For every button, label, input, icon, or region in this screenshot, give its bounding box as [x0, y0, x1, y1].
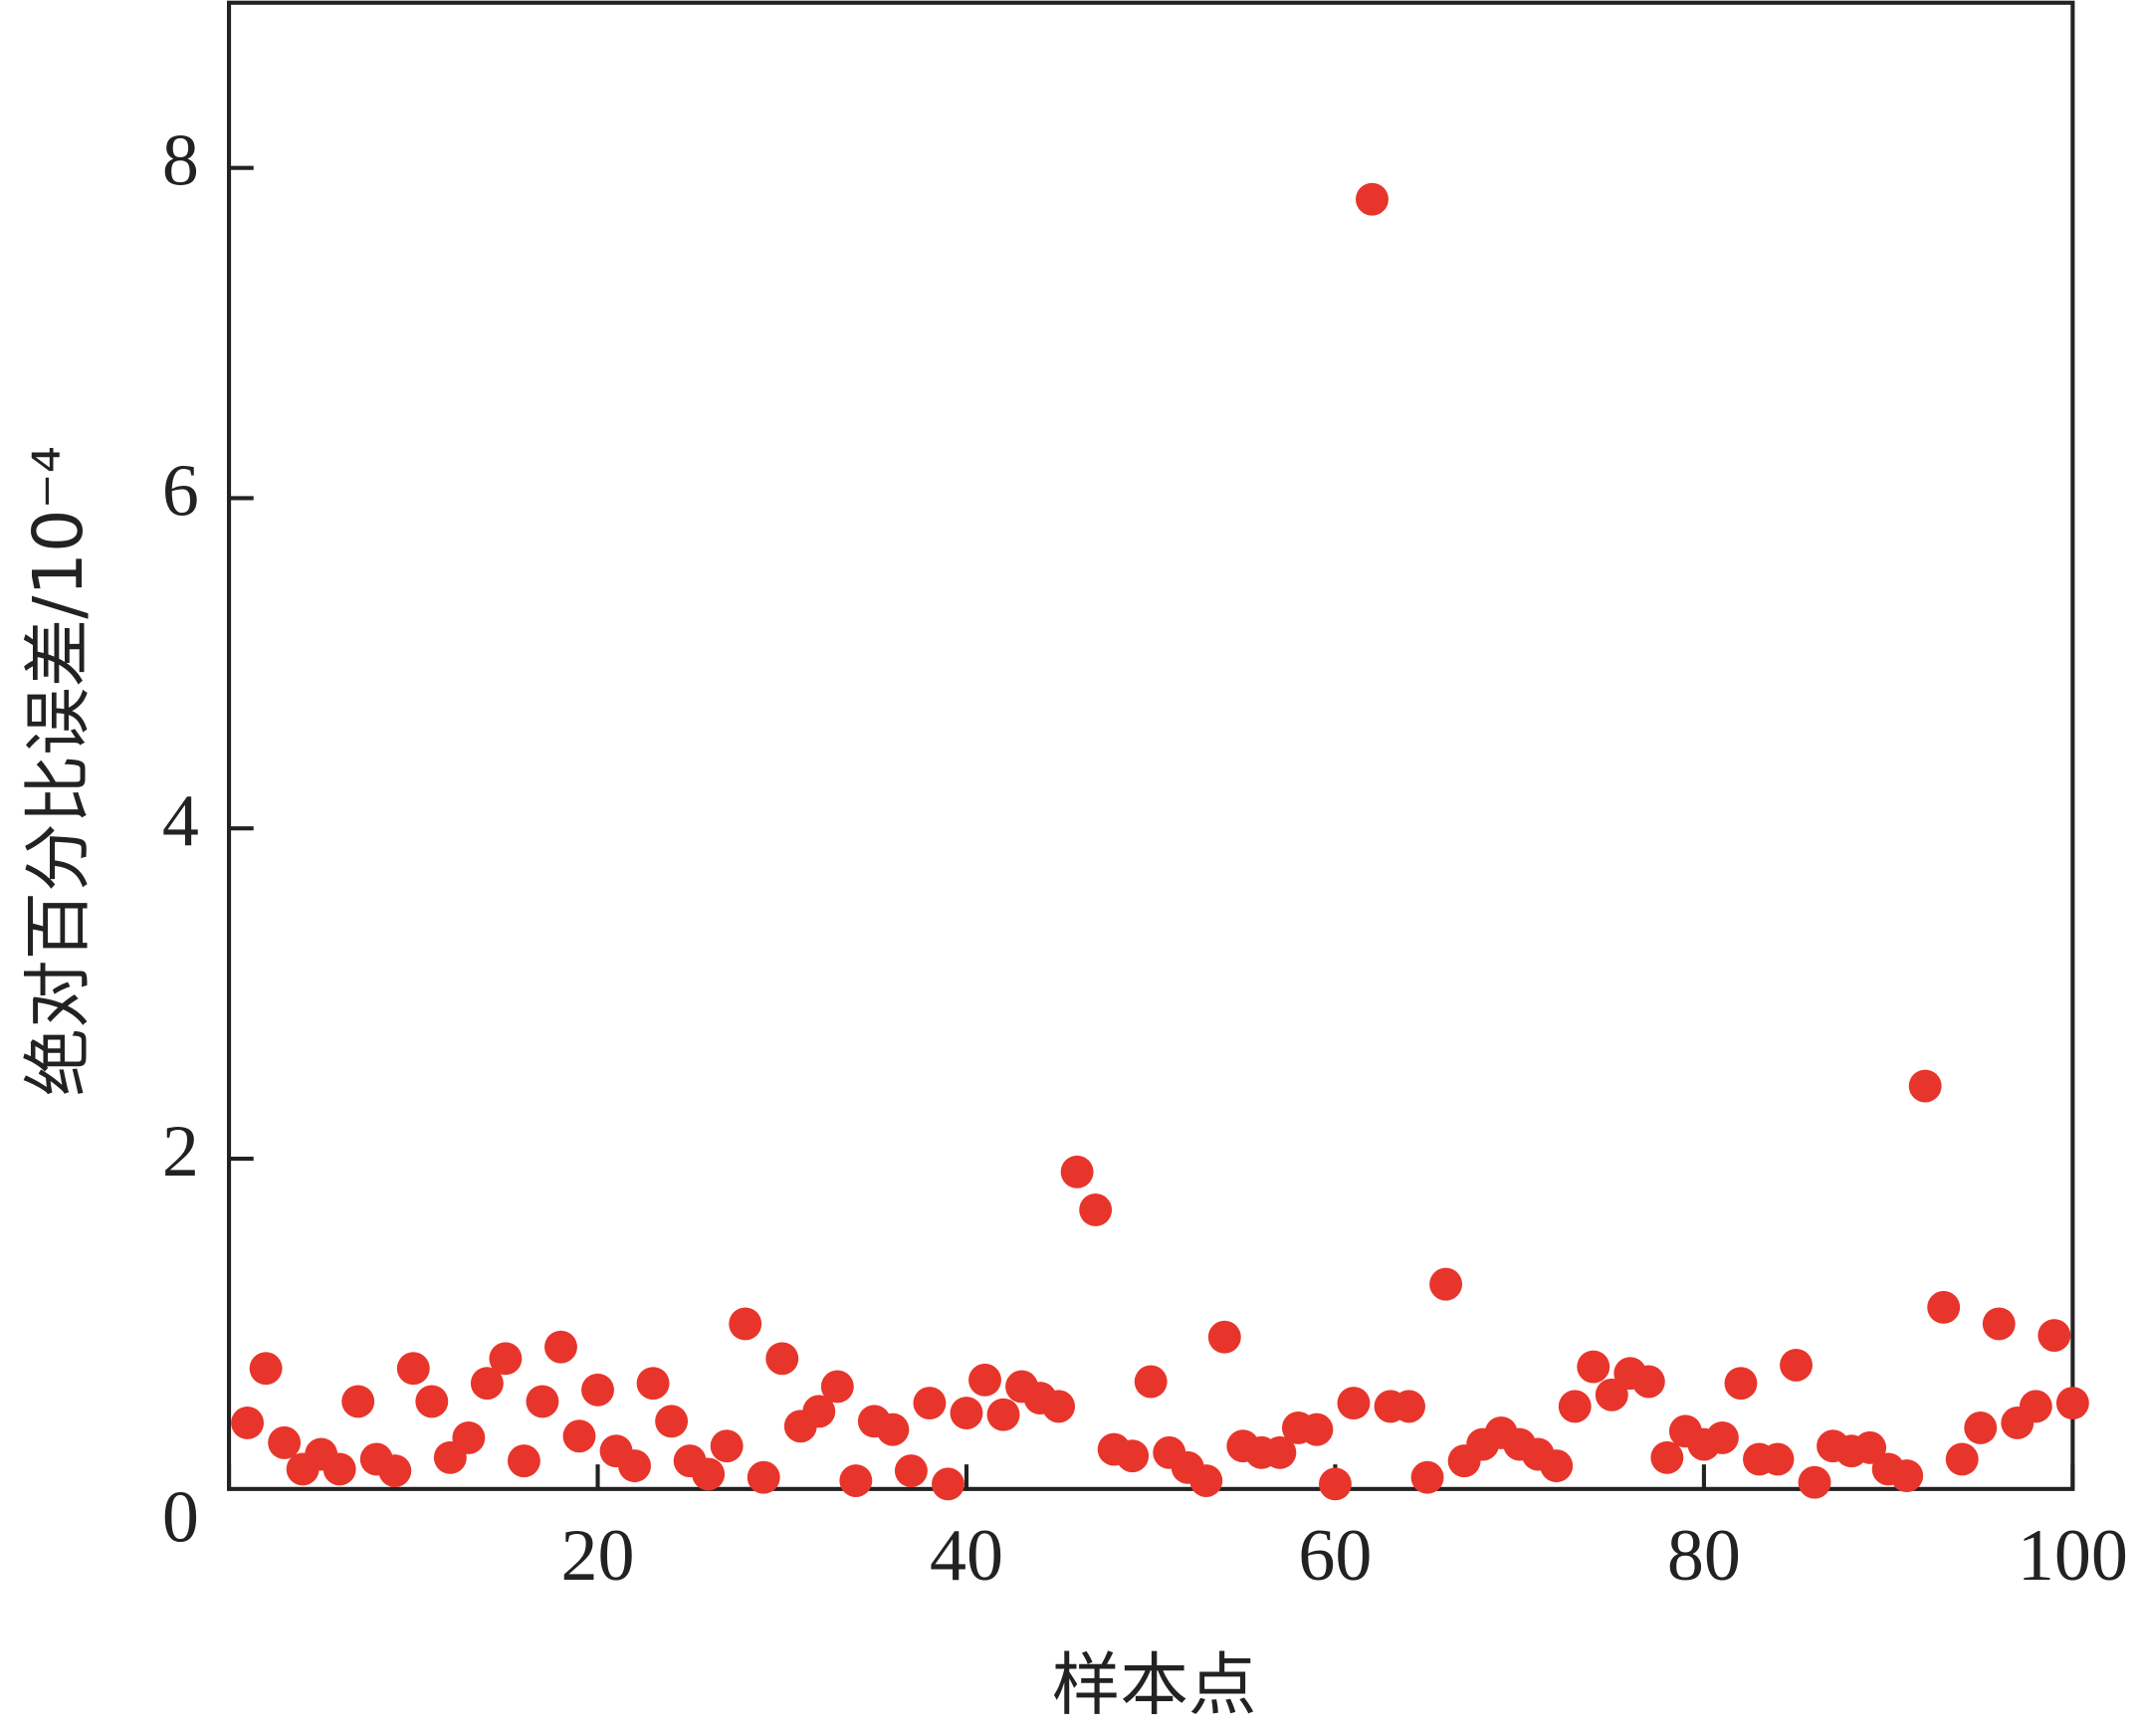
- point: [618, 1449, 652, 1483]
- point: [1079, 1194, 1113, 1226]
- point: [729, 1307, 762, 1341]
- point: [1392, 1390, 1425, 1423]
- x-tick-label: 0: [162, 1476, 199, 1558]
- x-tick-label: 60: [1298, 1515, 1372, 1597]
- point: [470, 1367, 504, 1401]
- point: [932, 1467, 964, 1501]
- point: [1300, 1412, 1334, 1446]
- point: [268, 1425, 302, 1459]
- point: [1945, 1442, 1979, 1476]
- point: [507, 1444, 540, 1478]
- point: [378, 1454, 412, 1488]
- plot-frame: [226, 0, 2075, 1491]
- point: [1318, 1467, 1352, 1501]
- point: [1908, 1069, 1942, 1103]
- point: [1705, 1420, 1739, 1454]
- point: [1780, 1348, 1813, 1382]
- point: [1558, 1390, 1592, 1423]
- x-tick-label: 80: [1667, 1515, 1741, 1597]
- point: [1982, 1307, 2016, 1341]
- point: [1410, 1460, 1444, 1494]
- point: [710, 1429, 744, 1463]
- point: [839, 1464, 873, 1497]
- point: [2037, 1319, 2071, 1353]
- point: [581, 1373, 614, 1407]
- point: [1429, 1267, 1463, 1301]
- point: [1595, 1378, 1628, 1411]
- point: [1060, 1155, 1094, 1189]
- point: [1853, 1430, 1887, 1464]
- point: [1356, 182, 1389, 216]
- point: [2019, 1390, 2052, 1423]
- y-tick-label: 6: [162, 450, 199, 532]
- point: [1890, 1459, 1924, 1493]
- point: [692, 1457, 726, 1491]
- point: [1927, 1290, 1961, 1324]
- point: [396, 1352, 430, 1386]
- x-axis-label: 样本点: [1052, 1645, 1257, 1725]
- point: [415, 1385, 449, 1418]
- point: [231, 1407, 265, 1439]
- point: [1964, 1411, 1998, 1444]
- x-tick-label: 40: [930, 1515, 1003, 1597]
- point: [489, 1342, 523, 1376]
- point: [1577, 1350, 1610, 1384]
- point: [876, 1412, 910, 1446]
- point: [1724, 1367, 1758, 1401]
- point: [544, 1330, 577, 1364]
- point: [820, 1370, 854, 1404]
- point: [1761, 1442, 1795, 1476]
- point: [655, 1405, 689, 1438]
- point: [636, 1367, 670, 1401]
- point: [341, 1385, 375, 1418]
- point: [1189, 1464, 1223, 1497]
- point: [452, 1420, 486, 1454]
- y-tick-label: 8: [162, 120, 199, 202]
- point: [1042, 1390, 1076, 1423]
- point: [968, 1363, 1001, 1397]
- x-tick-label: 100: [2018, 1515, 2128, 1597]
- point: [526, 1385, 559, 1418]
- point: [765, 1342, 799, 1376]
- point: [802, 1395, 836, 1428]
- point: [1337, 1387, 1371, 1420]
- point: [1798, 1465, 1831, 1499]
- y-tick-label: 4: [162, 780, 199, 862]
- point: [562, 1419, 596, 1453]
- point: [986, 1398, 1020, 1431]
- point: [1207, 1320, 1241, 1354]
- point: [894, 1454, 928, 1488]
- point: [747, 1460, 780, 1494]
- y-axis-label: 绝对百分比误差/10⁻⁴: [19, 446, 99, 1097]
- point: [950, 1397, 983, 1429]
- x-tick-label: 20: [561, 1515, 635, 1597]
- y-tick-label: 2: [162, 1111, 199, 1193]
- point: [322, 1452, 356, 1486]
- point: [1650, 1440, 1684, 1474]
- point: [913, 1387, 947, 1420]
- point: [1540, 1449, 1574, 1483]
- point: [1263, 1435, 1297, 1469]
- point: [1134, 1365, 1168, 1399]
- point: [2055, 1387, 2089, 1420]
- point: [1631, 1365, 1665, 1399]
- point: [249, 1352, 283, 1386]
- point: [1116, 1439, 1150, 1473]
